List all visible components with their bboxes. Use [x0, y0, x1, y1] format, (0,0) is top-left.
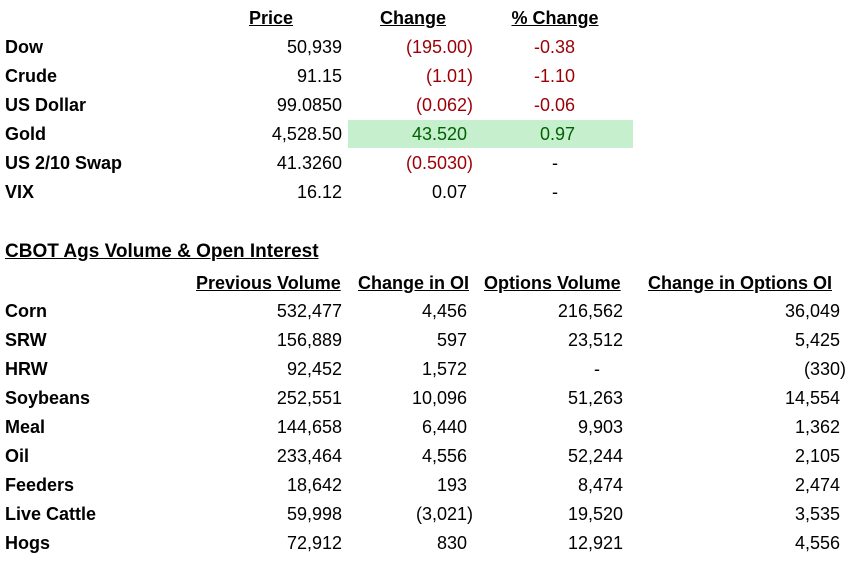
cell-value: 16.12 — [296, 182, 342, 202]
row-label: Live Cattle — [5, 504, 97, 524]
cell-value: 193 — [436, 475, 467, 495]
cell-value: - — [594, 359, 600, 379]
cell-value: 72,912 — [286, 533, 342, 553]
section-title: CBOT Ags Volume & Open Interest — [5, 241, 319, 262]
cell-value: 5,425 — [794, 330, 840, 350]
cell-value: 36,049 — [784, 301, 840, 321]
row-label: Oil — [5, 446, 30, 466]
column-header: % Change — [511, 8, 599, 28]
cell-value: 233,464 — [276, 446, 342, 466]
cell-value: 23,512 — [567, 330, 623, 350]
row-label: Corn — [5, 301, 47, 321]
cell-value: 1,362 — [794, 417, 840, 437]
cell-value: (1.01) — [425, 66, 473, 86]
cell-value: 830 — [436, 533, 467, 553]
cell-value: (0.062) — [415, 95, 473, 115]
cell-value: 1,572 — [421, 359, 467, 379]
cell-value: 4,556 — [421, 446, 467, 466]
cell-value: 18,642 — [286, 475, 342, 495]
cell-value: - — [552, 182, 558, 202]
cell-value: (330) — [803, 359, 846, 379]
cell-value: -0.38 — [533, 37, 575, 57]
cell-value: 6,440 — [421, 417, 467, 437]
cell-value: -0.06 — [533, 95, 575, 115]
cell-value: 41.3260 — [276, 153, 342, 173]
cell-value: 51,263 — [567, 388, 623, 408]
cell-value: (0.5030) — [405, 153, 473, 173]
cell-value: 3,535 — [794, 504, 840, 524]
column-header: Change — [379, 8, 446, 28]
row-label: Gold — [5, 124, 46, 144]
cell-value: (195.00) — [405, 37, 473, 57]
row-label: Meal — [5, 417, 46, 437]
row-label: Soybeans — [5, 388, 91, 408]
cell-value: 10,096 — [411, 388, 467, 408]
cell-value: -1.10 — [533, 66, 575, 86]
cell-value: 91.15 — [296, 66, 342, 86]
cell-value: (3,021) — [415, 504, 473, 524]
cell-value: 216,562 — [557, 301, 623, 321]
cell-value: 4,556 — [794, 533, 840, 553]
cell-value: 12,921 — [567, 533, 623, 553]
cell-value: 0.97 — [539, 124, 575, 144]
cell-value: 8,474 — [577, 475, 623, 495]
cell-value: 0.07 — [431, 182, 467, 202]
column-header: Price — [248, 8, 294, 28]
column-header: Previous Volume — [196, 273, 341, 293]
cell-value: 19,520 — [567, 504, 623, 524]
row-label: US 2/10 Swap — [5, 153, 123, 173]
cell-value: 9,903 — [577, 417, 623, 437]
column-header: Change in Options OI — [648, 273, 832, 293]
cell-value: 52,244 — [567, 446, 623, 466]
cell-value: 59,998 — [286, 504, 342, 524]
highlight — [348, 120, 633, 148]
row-label: US Dollar — [5, 95, 87, 115]
cell-value: 92,452 — [286, 359, 342, 379]
cell-value: 252,551 — [276, 388, 342, 408]
cell-value: 4,456 — [421, 301, 467, 321]
row-label: Crude — [5, 66, 58, 86]
cell-value: 50,939 — [286, 37, 342, 57]
row-label: HRW — [5, 359, 48, 379]
cell-value: 2,105 — [794, 446, 840, 466]
cell-value: - — [552, 153, 558, 173]
row-label: VIX — [5, 182, 35, 202]
cell-value: 4,528.50 — [271, 124, 342, 144]
cell-value: 99.0850 — [276, 95, 342, 115]
cell-value: 597 — [436, 330, 467, 350]
cell-value: 14,554 — [784, 388, 840, 408]
column-header: Options Volume — [484, 273, 621, 293]
column-header: Change in OI — [358, 273, 470, 293]
row-label: Hogs — [5, 533, 50, 553]
cell-value: 156,889 — [276, 330, 342, 350]
row-label: SRW — [5, 330, 47, 350]
cell-value: 144,658 — [276, 417, 342, 437]
cell-value: 532,477 — [276, 301, 342, 321]
row-label: Dow — [5, 37, 43, 57]
cell-value: 2,474 — [794, 475, 840, 495]
cell-value: 43.520 — [411, 124, 467, 144]
row-label: Feeders — [5, 475, 75, 495]
